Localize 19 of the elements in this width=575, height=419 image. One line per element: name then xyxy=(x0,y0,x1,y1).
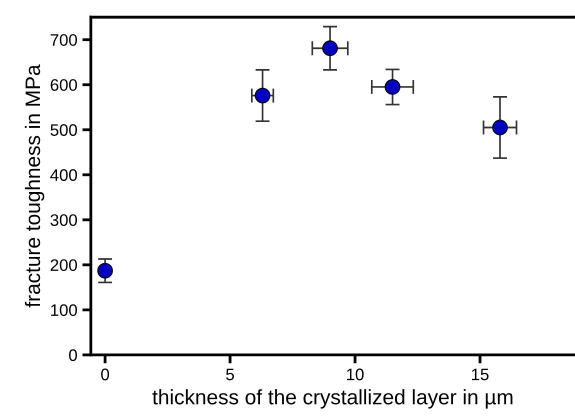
point xyxy=(384,79,400,95)
y-tick-label: 700 xyxy=(50,34,78,46)
point xyxy=(254,88,270,104)
y-tick-label: 600 xyxy=(50,79,78,91)
x-tick-label: 5 xyxy=(226,368,234,380)
y-axis-title: fracture toughness in MPa xyxy=(24,64,44,308)
x-tick-label: 10 xyxy=(347,368,364,380)
y-tick-label: 500 xyxy=(50,124,78,136)
y-tick-label: 0 xyxy=(69,349,78,362)
y-tick-label: 400 xyxy=(50,169,78,181)
point xyxy=(492,120,508,136)
point xyxy=(322,40,338,56)
point xyxy=(97,262,113,279)
y-tick-label: 300 xyxy=(50,214,78,226)
x-tick-label: 0 xyxy=(101,368,110,380)
y-tick-label: 100 xyxy=(51,304,78,316)
y-tick-label: 200 xyxy=(50,259,78,272)
x-tick-label: 15 xyxy=(472,368,489,380)
x-axis-title: thickness of the crystallized layer in µm xyxy=(152,389,512,409)
